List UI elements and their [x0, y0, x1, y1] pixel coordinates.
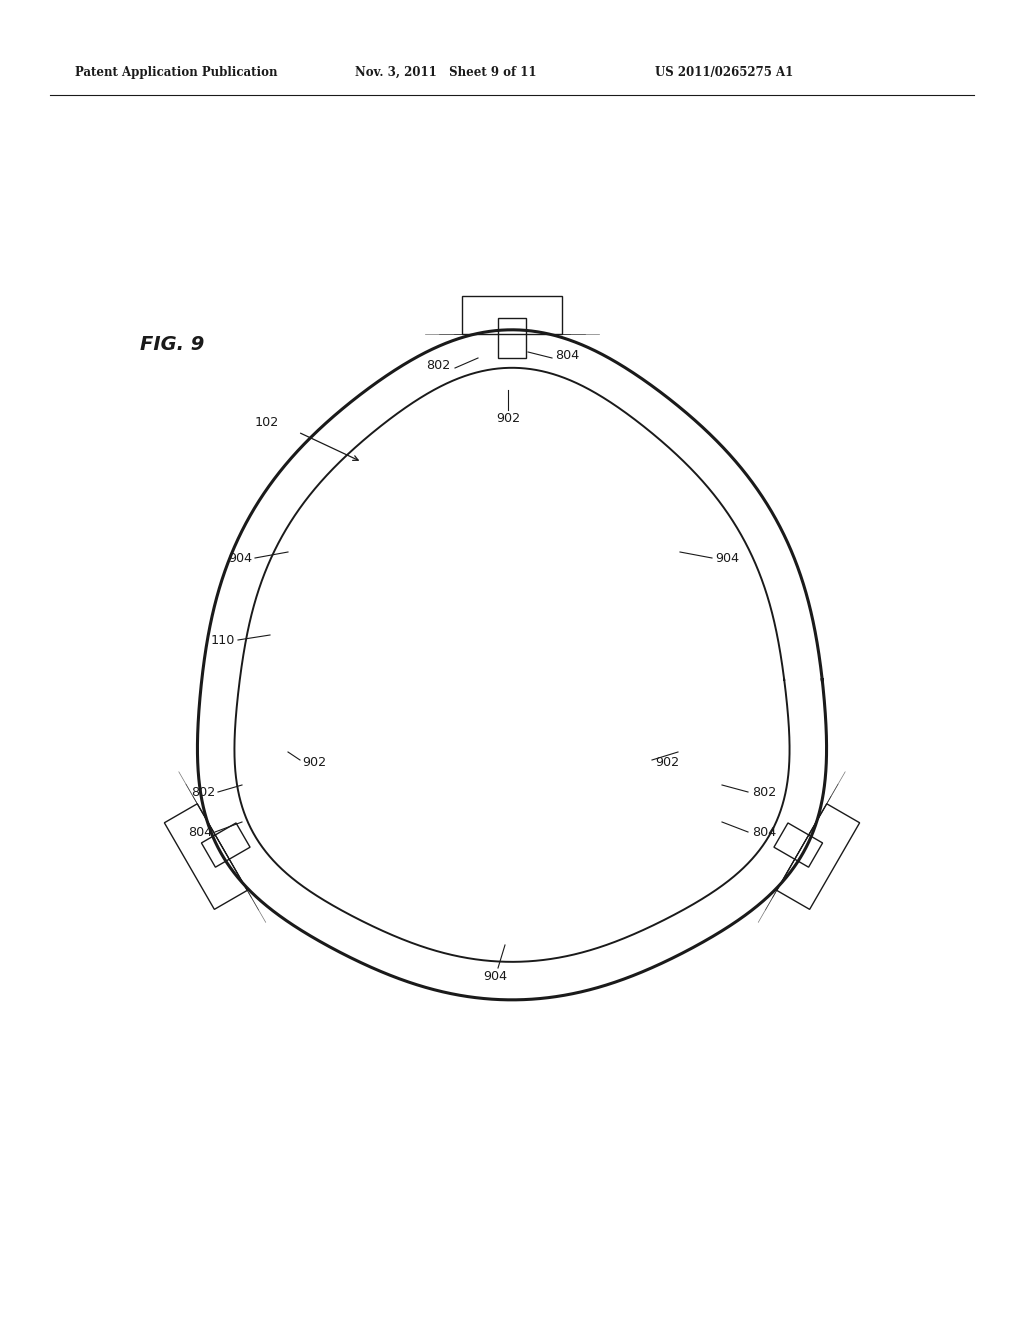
Text: 804: 804 [555, 348, 580, 362]
Text: 802: 802 [752, 785, 776, 799]
Text: 804: 804 [187, 825, 212, 838]
Text: 904: 904 [715, 552, 739, 565]
Text: 804: 804 [752, 825, 776, 838]
Text: 802: 802 [190, 785, 215, 799]
Text: 904: 904 [228, 552, 252, 565]
Text: Nov. 3, 2011   Sheet 9 of 11: Nov. 3, 2011 Sheet 9 of 11 [355, 66, 537, 78]
Text: FIG. 9: FIG. 9 [140, 335, 205, 354]
Text: US 2011/0265275 A1: US 2011/0265275 A1 [655, 66, 794, 78]
Text: 904: 904 [483, 970, 507, 983]
Text: Patent Application Publication: Patent Application Publication [75, 66, 278, 78]
Text: 902: 902 [655, 755, 679, 768]
Text: 902: 902 [496, 412, 520, 425]
Text: 802: 802 [426, 359, 450, 371]
Text: 902: 902 [302, 755, 326, 768]
Text: 102: 102 [255, 416, 280, 429]
Text: 110: 110 [211, 634, 234, 647]
